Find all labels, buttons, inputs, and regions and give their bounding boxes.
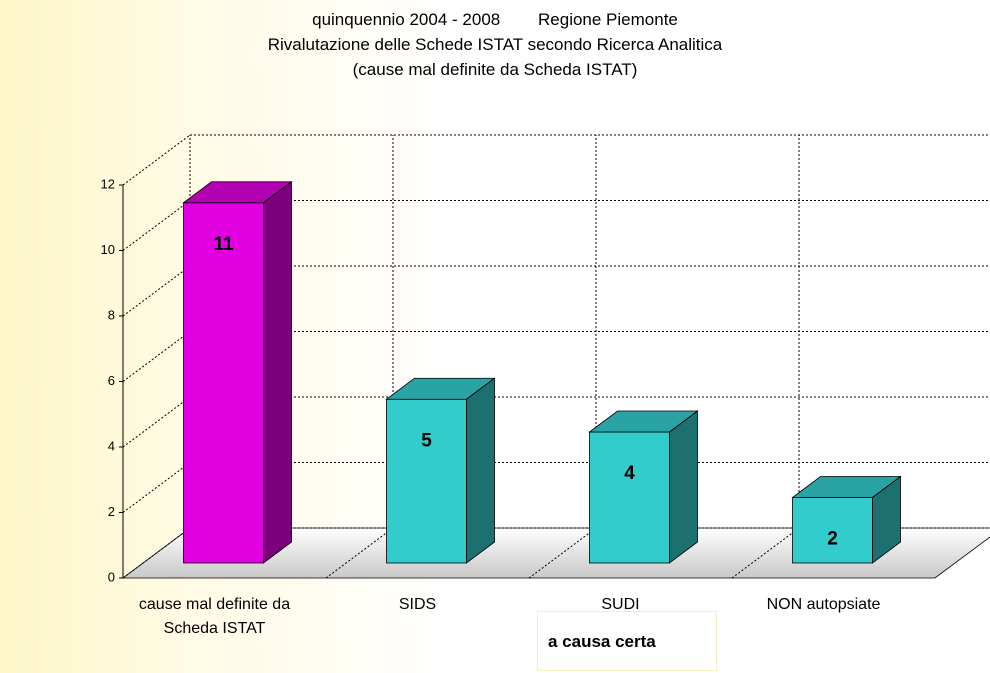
category-divider bbox=[528, 527, 597, 579]
grid-line bbox=[122, 396, 191, 448]
y-tick-label: 0 bbox=[108, 569, 115, 584]
bar bbox=[589, 431, 670, 564]
bar-side bbox=[466, 377, 495, 564]
bar bbox=[183, 202, 264, 564]
y-tick-label: 10 bbox=[101, 242, 115, 257]
data-label: 2 bbox=[827, 529, 838, 550]
x-tick-label: NON autopsiate bbox=[766, 596, 881, 613]
annotation: a causa certa bbox=[537, 611, 717, 671]
y-tick-label: 8 bbox=[108, 307, 115, 322]
data-label: 4 bbox=[624, 463, 635, 484]
x-tick-label: cause mal definite da Scheda ISTAT bbox=[138, 596, 291, 637]
grid-line bbox=[122, 462, 191, 513]
floor bbox=[121, 527, 990, 579]
data-label: 11 bbox=[213, 234, 234, 255]
grid-line bbox=[122, 265, 191, 317]
bar bbox=[386, 398, 467, 564]
bar-side bbox=[263, 180, 292, 564]
chart-title: (cause mal definite da Scheda ISTAT) bbox=[352, 60, 638, 79]
grid-line bbox=[122, 134, 191, 186]
grid-line bbox=[122, 200, 191, 251]
x-tick-label: SIDS bbox=[398, 596, 437, 613]
y-tick-label: 2 bbox=[108, 504, 115, 519]
category-divider bbox=[731, 527, 800, 579]
bar-side bbox=[872, 475, 901, 564]
chart-title: Rivalutazione delle Schede ISTAT secondo… bbox=[267, 35, 723, 54]
y-tick-label: 6 bbox=[108, 373, 115, 388]
y-tick-label: 4 bbox=[108, 438, 115, 453]
data-label: 5 bbox=[421, 430, 432, 451]
bar-side bbox=[669, 410, 698, 564]
grid-line bbox=[122, 331, 191, 382]
y-tick-label: 12 bbox=[101, 176, 115, 191]
category-divider bbox=[325, 527, 394, 579]
bar bbox=[792, 497, 873, 564]
chart-title: quinquennio 2004 - 2008 Regione Piemonte bbox=[312, 10, 678, 29]
grid-line bbox=[122, 527, 191, 579]
x-tick-label: SUDI bbox=[601, 596, 640, 613]
